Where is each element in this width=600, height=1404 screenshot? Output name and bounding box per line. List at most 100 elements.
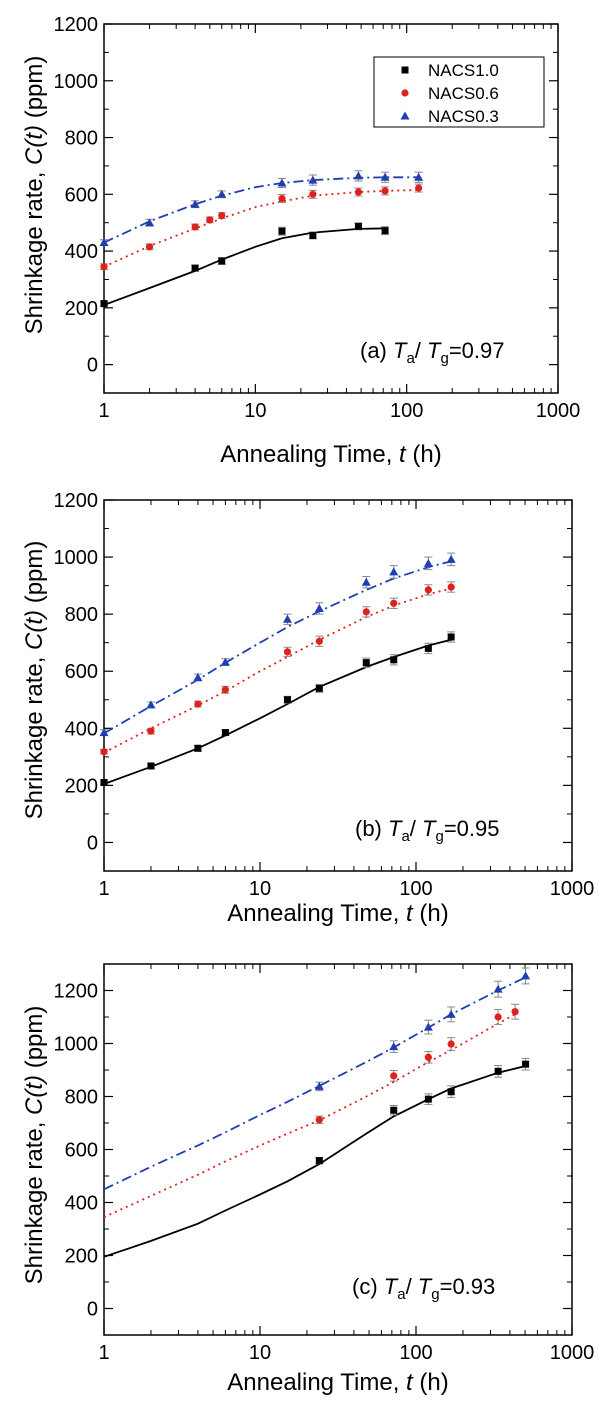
x-axis-label: Annealing Time, t (h) xyxy=(227,900,448,927)
series-NACS1.0 xyxy=(100,631,456,787)
fit-curve-NACS0.3 xyxy=(103,176,419,244)
data-point xyxy=(447,1088,455,1096)
data-point xyxy=(447,1040,455,1048)
x-axis-label: Annealing Time, t (h) xyxy=(227,1369,448,1396)
data-point xyxy=(353,171,363,180)
data-point xyxy=(220,657,230,666)
series-NACS0.6 xyxy=(103,1003,520,1218)
y-tick-label: 800 xyxy=(65,604,98,626)
chart-panel-b: 1 10 100 1000 0 200 400 600 800 1000 1200 Annealing… xyxy=(21,490,594,927)
y-tick-label: 600 xyxy=(65,184,98,206)
data-point xyxy=(278,227,286,235)
data-point xyxy=(446,1009,456,1018)
data-point xyxy=(522,1060,530,1068)
data-point xyxy=(389,1042,399,1051)
legend-marker xyxy=(401,66,409,74)
y-tick-label: 200 xyxy=(65,1246,98,1268)
legend-marker xyxy=(401,89,409,97)
y-tick-label: 1200 xyxy=(54,981,99,1003)
data-point xyxy=(424,586,432,594)
data-point xyxy=(390,599,398,607)
y-axis-label: Shrinkage rate, C(t) (ppm) xyxy=(21,1006,48,1285)
data-point xyxy=(147,727,155,735)
series-NACS1.0 xyxy=(103,1057,530,1258)
data-point xyxy=(390,1106,398,1114)
chart-panel-a: 1 10 100 1000 0 200 400 600 800 1000 1200 Annealing… xyxy=(21,14,580,468)
y-tick-label: 600 xyxy=(65,1140,98,1162)
data-point xyxy=(494,1013,502,1021)
series-NACS0.3 xyxy=(99,170,424,247)
data-point xyxy=(145,218,155,227)
plot-frame xyxy=(103,499,573,872)
x-tick-label: 100 xyxy=(390,400,423,422)
data-point xyxy=(381,187,389,195)
data-point xyxy=(415,184,423,192)
data-point xyxy=(424,1095,432,1103)
y-tick-label: 400 xyxy=(65,241,98,263)
data-point xyxy=(221,729,229,737)
data-point xyxy=(354,222,362,230)
y-tick-label: 400 xyxy=(65,718,98,740)
data-point xyxy=(190,199,200,208)
plot-frame xyxy=(103,23,559,394)
data-point xyxy=(217,189,227,198)
x-axis-label: Annealing Time, t (h) xyxy=(220,441,441,468)
fit-curve-NACS1.0 xyxy=(103,1065,526,1258)
x-tick-label: 1000 xyxy=(550,1342,595,1364)
chart-panel-c: 1 10 100 1000 0 200 400 600 800 1000 1200 Annealing… xyxy=(21,963,595,1396)
data-point xyxy=(100,300,108,308)
data-point xyxy=(447,583,455,591)
y-tick-label: 0 xyxy=(87,1299,98,1321)
y-tick-label: 0 xyxy=(87,355,98,377)
series-NACS1.0 xyxy=(100,222,390,308)
x-tick-label: 1 xyxy=(98,1342,109,1364)
data-point xyxy=(315,1116,323,1124)
plot-frame xyxy=(103,963,573,1336)
data-point xyxy=(147,762,155,770)
panel-condition-label: (b) Ta/ Tg=0.95 xyxy=(355,816,500,845)
fit-curve-NACS0.3 xyxy=(103,976,526,1191)
data-point xyxy=(354,188,363,196)
data-point xyxy=(390,1072,398,1080)
y-tick-label: 1000 xyxy=(54,547,99,569)
data-point xyxy=(315,1157,323,1165)
series-NACS0.3 xyxy=(103,967,531,1191)
data-point xyxy=(511,1008,519,1016)
fit-curve-NACS0.6 xyxy=(103,587,452,754)
legend-label: NACS0.3 xyxy=(428,107,499,126)
series-NACS0.6 xyxy=(100,183,423,271)
data-point xyxy=(100,263,108,271)
data-point xyxy=(100,748,108,756)
data-point xyxy=(362,659,370,667)
y-tick-label: 1200 xyxy=(54,14,99,36)
data-point xyxy=(145,243,154,251)
y-tick-label: 800 xyxy=(65,1087,98,1109)
data-point xyxy=(191,223,199,231)
data-point xyxy=(218,211,226,220)
y-tick-label: 800 xyxy=(65,128,98,150)
y-tick-label: 1200 xyxy=(54,490,99,512)
y-axis-label: Shrinkage rate, C(t) (ppm) xyxy=(21,541,48,820)
y-tick-label: 200 xyxy=(65,775,98,797)
data-point xyxy=(447,633,455,641)
data-point xyxy=(380,172,390,181)
x-tick-label: 1 xyxy=(98,878,109,900)
x-tick-label: 1 xyxy=(98,400,109,422)
data-point xyxy=(389,567,399,576)
fit-curve-NACS1.0 xyxy=(103,638,452,785)
data-point xyxy=(218,257,226,265)
data-point xyxy=(362,608,370,616)
legend: NACS1.0 NACS0.6 NACS0.3 xyxy=(373,56,545,128)
x-tick-label: 10 xyxy=(244,400,266,422)
data-point xyxy=(361,577,371,586)
data-point xyxy=(194,744,202,752)
data-point xyxy=(100,779,108,787)
data-point xyxy=(390,656,398,664)
x-tick-label: 1000 xyxy=(550,878,595,900)
y-tick-label: 1000 xyxy=(54,1034,99,1056)
data-point xyxy=(309,231,317,239)
legend-label: NACS1.0 xyxy=(428,61,499,80)
y-tick-label: 200 xyxy=(65,298,98,320)
data-point xyxy=(381,227,389,235)
